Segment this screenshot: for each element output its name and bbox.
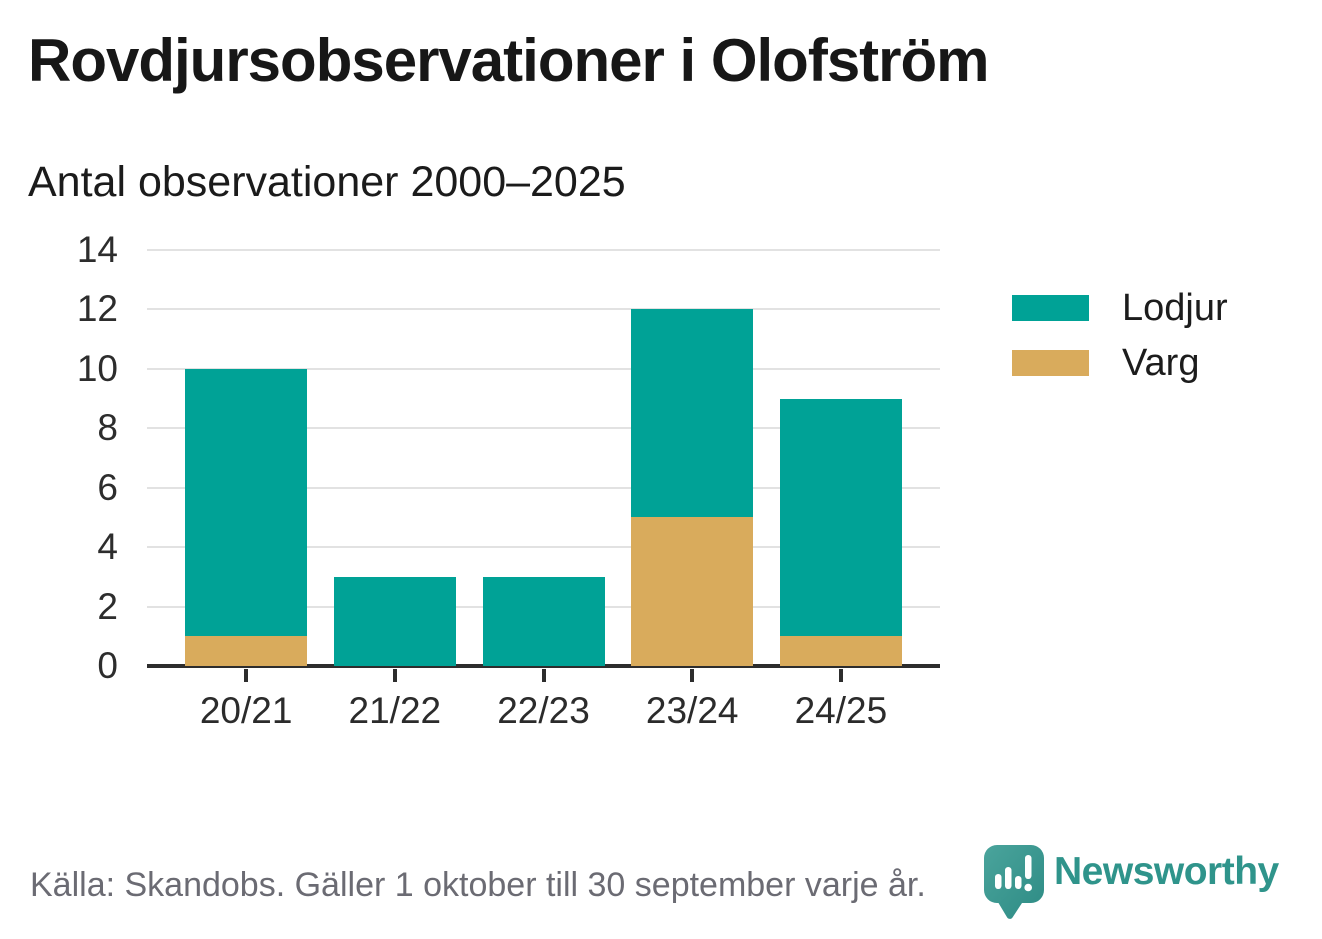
newsworthy-logo-text: Newsworthy (1054, 850, 1279, 893)
x-tick-mark-23-24 (690, 669, 695, 682)
bar-22-23-lodjur (482, 576, 605, 666)
y-tick-label-6: 6 (97, 466, 118, 508)
bar-23-24-lodjur (631, 309, 754, 518)
gridline-y-14 (147, 249, 940, 251)
x-tick-label-24-25: 24/25 (794, 690, 888, 731)
x-tick-mark-20-21 (244, 669, 249, 682)
source-note: Källa: Skandobs. Gäller 1 oktober till 3… (30, 866, 926, 904)
y-tick-label-8: 8 (97, 407, 118, 449)
x-axis: 20/21 21/22 22/23 23/24 24/25 (147, 666, 940, 746)
legend-item-varg: Varg (1012, 344, 1228, 382)
bar-21-22-lodjur (333, 576, 456, 666)
gridline-y-4 (147, 546, 940, 549)
x-tick-mark-21-22 (392, 669, 397, 682)
y-axis: 0 2 4 6 8 10 12 14 (20, 229, 118, 686)
bar-24-25-lodjur (779, 398, 902, 637)
legend-label-lodjur: Lodjur (1122, 287, 1228, 329)
page-title: Rovdjursobservationer i Olofström (28, 27, 990, 94)
plot-area (147, 249, 940, 668)
legend: Lodjur Varg (1012, 289, 1228, 382)
y-tick-label-10: 10 (76, 347, 118, 389)
chart-subtitle: Antal observationer 2000–2025 (28, 158, 626, 206)
x-tick-label-23-24: 23/24 (645, 690, 739, 731)
gridline-y-8 (147, 427, 940, 430)
legend-swatch-lodjur (1012, 295, 1089, 321)
newsworthy-bubble-chart-icon (984, 845, 1044, 919)
y-tick-label-0: 0 (97, 645, 118, 686)
gridline-y-10 (147, 367, 940, 370)
x-tick-mark-22-23 (541, 669, 546, 682)
legend-swatch-varg (1012, 350, 1089, 376)
bar-23-24-varg (631, 517, 754, 666)
x-axis-line (147, 664, 940, 668)
bar-24-25-varg (779, 636, 902, 666)
y-tick-label-14: 14 (76, 229, 118, 270)
legend-item-lodjur: Lodjur (1012, 289, 1228, 327)
newsworthy-logo: Newsworthy (984, 845, 1279, 921)
gridline-y-12 (147, 308, 940, 311)
x-tick-label-22-23: 22/23 (497, 690, 590, 731)
gridline-y-6 (147, 486, 940, 489)
y-tick-label-2: 2 (97, 585, 118, 627)
bar-20-21-lodjur (185, 368, 308, 637)
legend-label-varg: Varg (1122, 342, 1200, 384)
y-tick-label-12: 12 (76, 288, 118, 330)
y-tick-label-4: 4 (97, 526, 118, 568)
x-tick-label-20-21: 20/21 (199, 690, 293, 731)
bar-20-21-varg (185, 636, 308, 666)
x-tick-mark-24-25 (838, 669, 843, 682)
x-tick-label-21-22: 21/22 (348, 690, 442, 731)
